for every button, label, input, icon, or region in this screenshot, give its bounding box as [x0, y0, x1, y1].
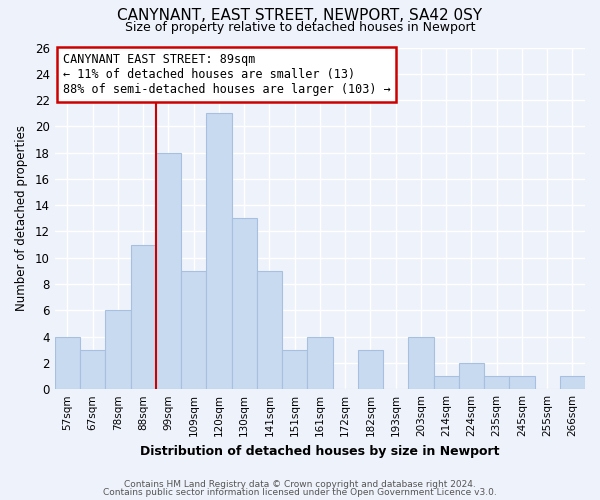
Bar — [80, 350, 106, 389]
Text: Contains HM Land Registry data © Crown copyright and database right 2024.: Contains HM Land Registry data © Crown c… — [124, 480, 476, 489]
Bar — [206, 113, 232, 389]
Bar — [459, 363, 484, 389]
Text: CANYNANT, EAST STREET, NEWPORT, SA42 0SY: CANYNANT, EAST STREET, NEWPORT, SA42 0SY — [118, 8, 482, 22]
Bar — [408, 336, 434, 389]
Bar — [358, 350, 383, 389]
Bar — [131, 244, 156, 389]
Bar — [232, 218, 257, 389]
Bar — [560, 376, 585, 389]
Bar — [484, 376, 509, 389]
Bar — [55, 336, 80, 389]
Bar — [434, 376, 459, 389]
Bar — [181, 271, 206, 389]
Bar — [257, 271, 282, 389]
Y-axis label: Number of detached properties: Number of detached properties — [15, 126, 28, 312]
Bar — [307, 336, 332, 389]
Bar — [509, 376, 535, 389]
X-axis label: Distribution of detached houses by size in Newport: Distribution of detached houses by size … — [140, 444, 500, 458]
Text: CANYNANT EAST STREET: 89sqm
← 11% of detached houses are smaller (13)
88% of sem: CANYNANT EAST STREET: 89sqm ← 11% of det… — [63, 52, 391, 96]
Text: Size of property relative to detached houses in Newport: Size of property relative to detached ho… — [125, 21, 475, 34]
Bar — [156, 152, 181, 389]
Bar — [282, 350, 307, 389]
Bar — [106, 310, 131, 389]
Text: Contains public sector information licensed under the Open Government Licence v3: Contains public sector information licen… — [103, 488, 497, 497]
